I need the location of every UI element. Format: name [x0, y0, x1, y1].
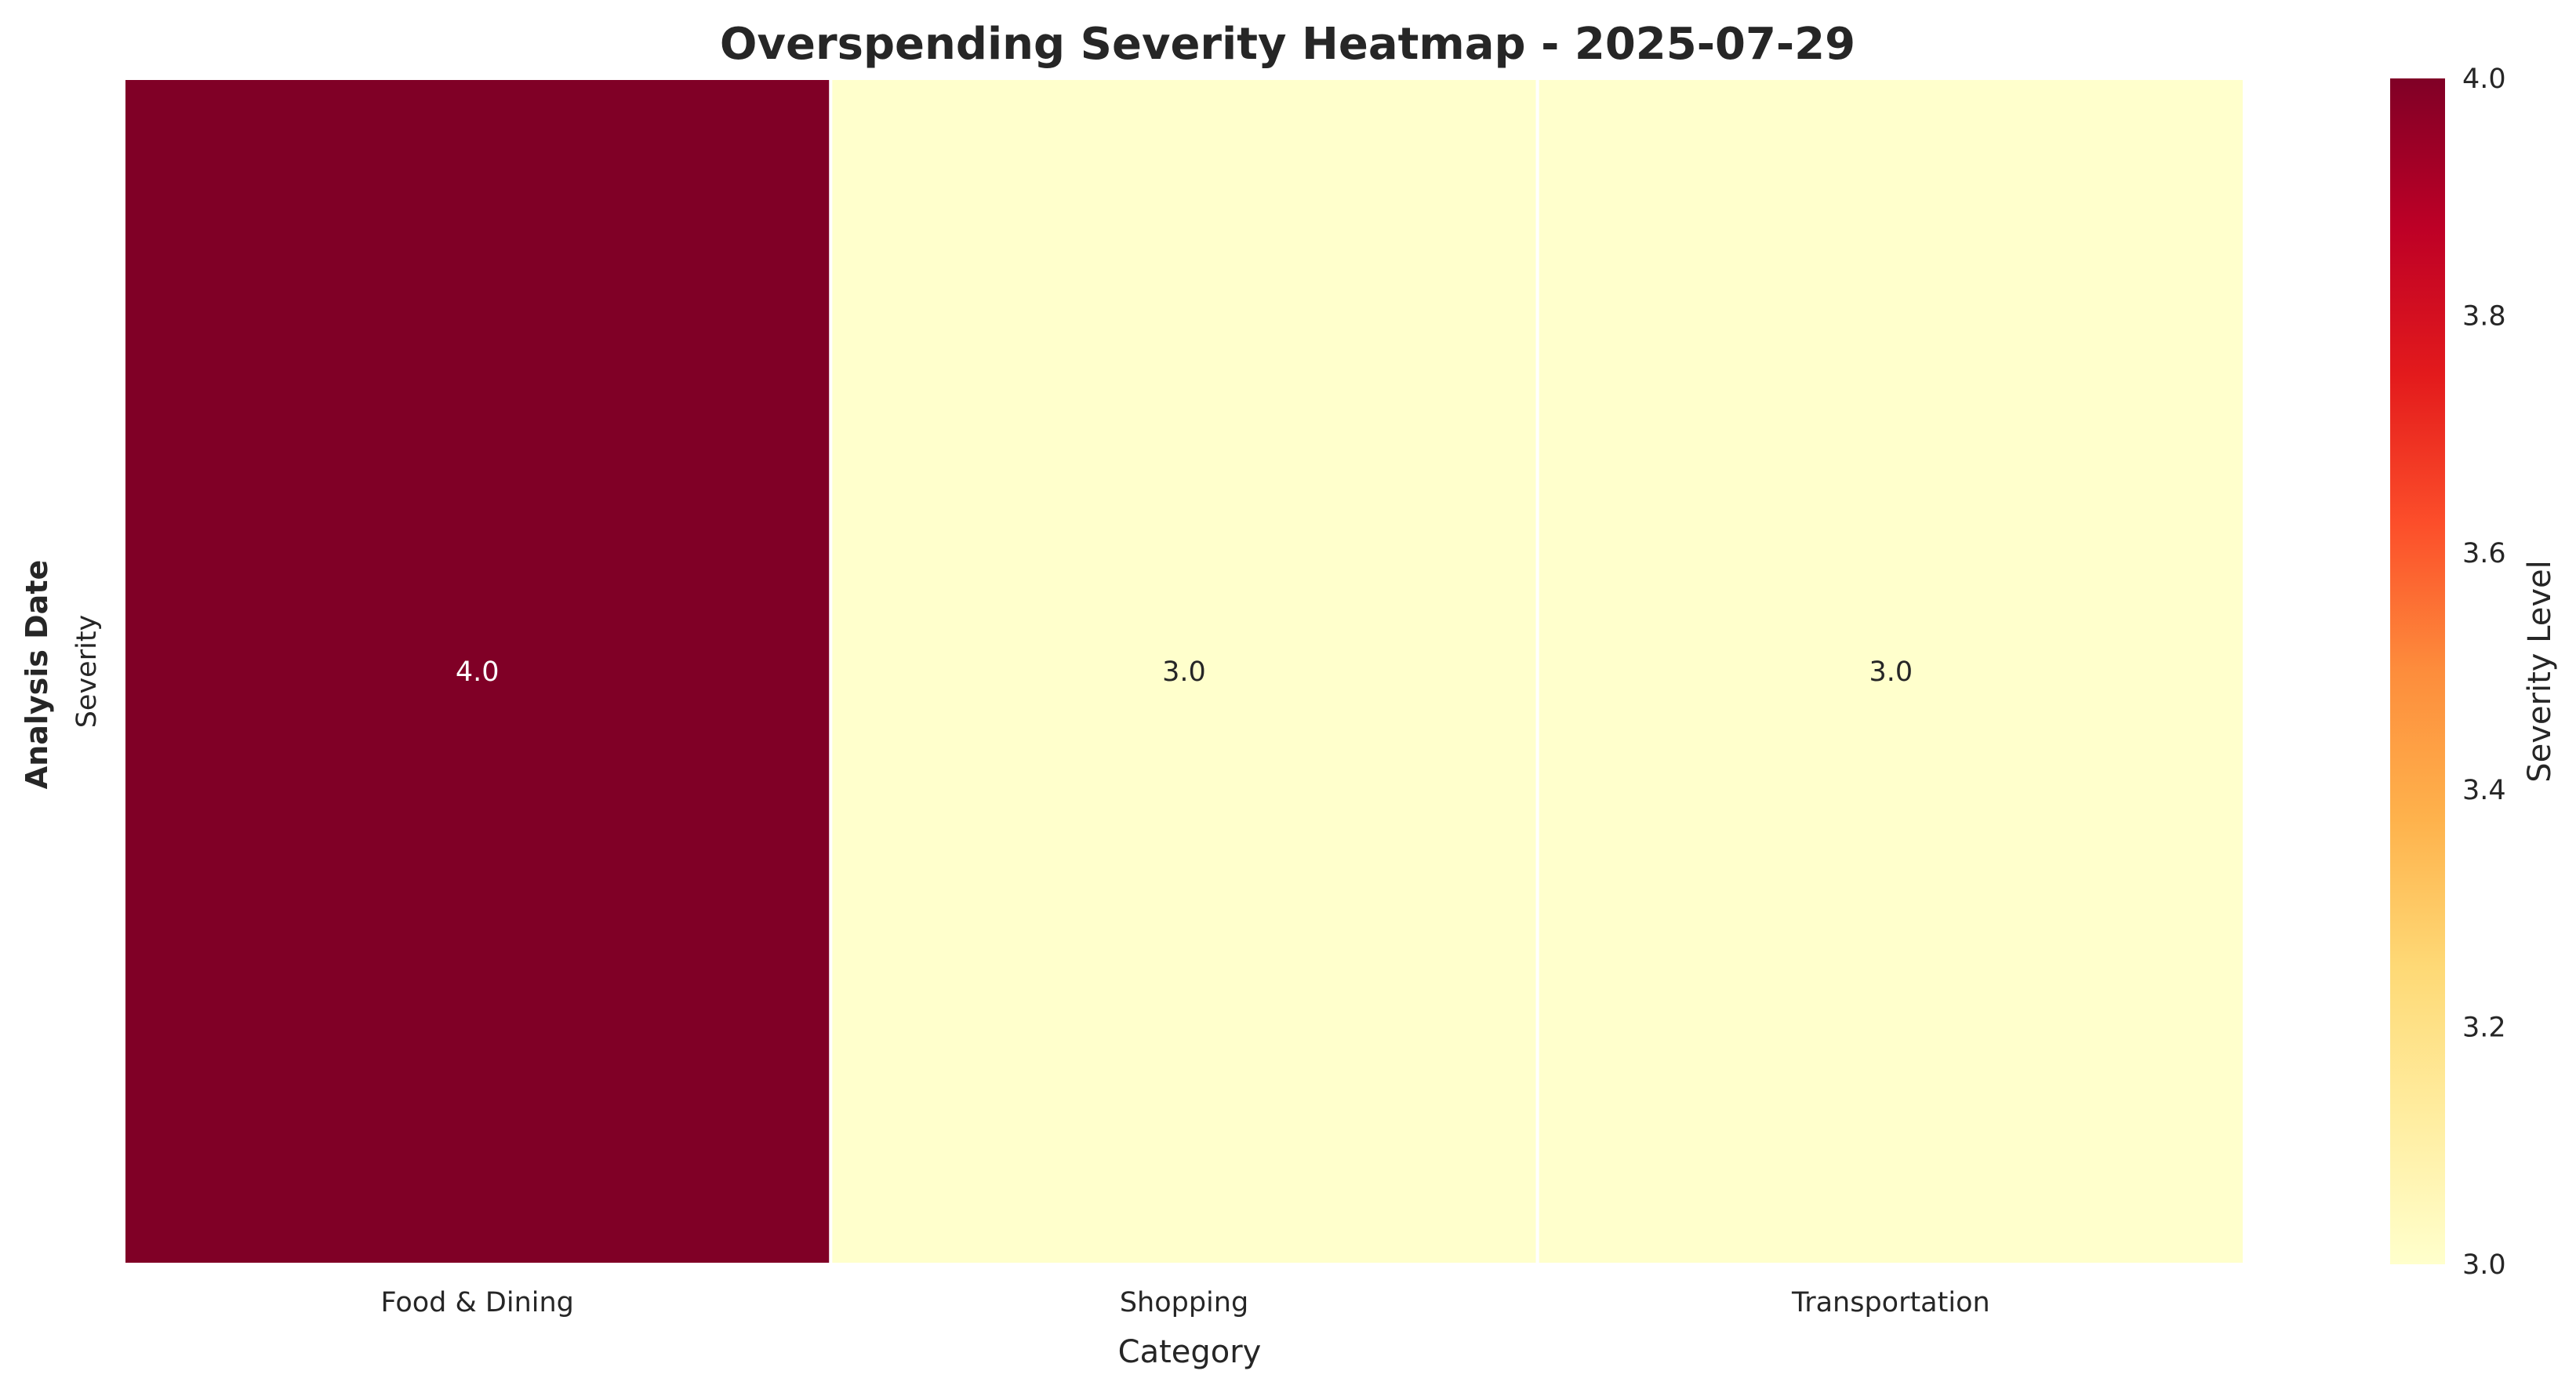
y-tick-labels: Severity — [71, 615, 103, 729]
colorbar-label: Severity Level — [2522, 560, 2558, 783]
cell-value-label: 3.0 — [1162, 656, 1206, 688]
colorbar-tick-label: 3.6 — [2462, 538, 2506, 569]
y-axis-label: Analysis Date — [20, 560, 54, 790]
x-tick-labels: Food & Dining Shopping Transportation — [380, 1287, 1989, 1318]
x-tick-label: Transportation — [1791, 1287, 1990, 1318]
heatmap-cell — [1535, 77, 2246, 1266]
cell-value-label: 3.0 — [1869, 656, 1913, 688]
colorbar-tick-label: 4.0 — [2462, 64, 2506, 95]
colorbar — [2390, 78, 2445, 1264]
colorbar-ticks: 3.0 3.2 3.4 3.6 3.8 4.0 — [2462, 64, 2506, 1281]
y-tick-label: Severity — [71, 615, 103, 729]
colorbar-tick-label: 3.8 — [2462, 300, 2506, 332]
heatmap-cells — [122, 77, 2246, 1266]
x-axis-label: Category — [1118, 1334, 1262, 1370]
colorbar-tick-label: 3.0 — [2462, 1249, 2506, 1281]
cell-value-label: 4.0 — [456, 656, 500, 688]
colorbar-tick-label: 3.2 — [2462, 1013, 2506, 1044]
heatmap-cell-labels: 4.0 3.0 3.0 — [456, 656, 1913, 688]
colorbar-tick-label: 3.4 — [2462, 775, 2506, 806]
x-tick-label: Food & Dining — [380, 1287, 573, 1318]
x-tick-label: Shopping — [1120, 1287, 1248, 1318]
heatmap-cell — [829, 77, 1539, 1266]
heatmap-cell — [122, 77, 833, 1266]
chart-title: Overspending Severity Heatmap - 2025-07-… — [720, 19, 1855, 70]
